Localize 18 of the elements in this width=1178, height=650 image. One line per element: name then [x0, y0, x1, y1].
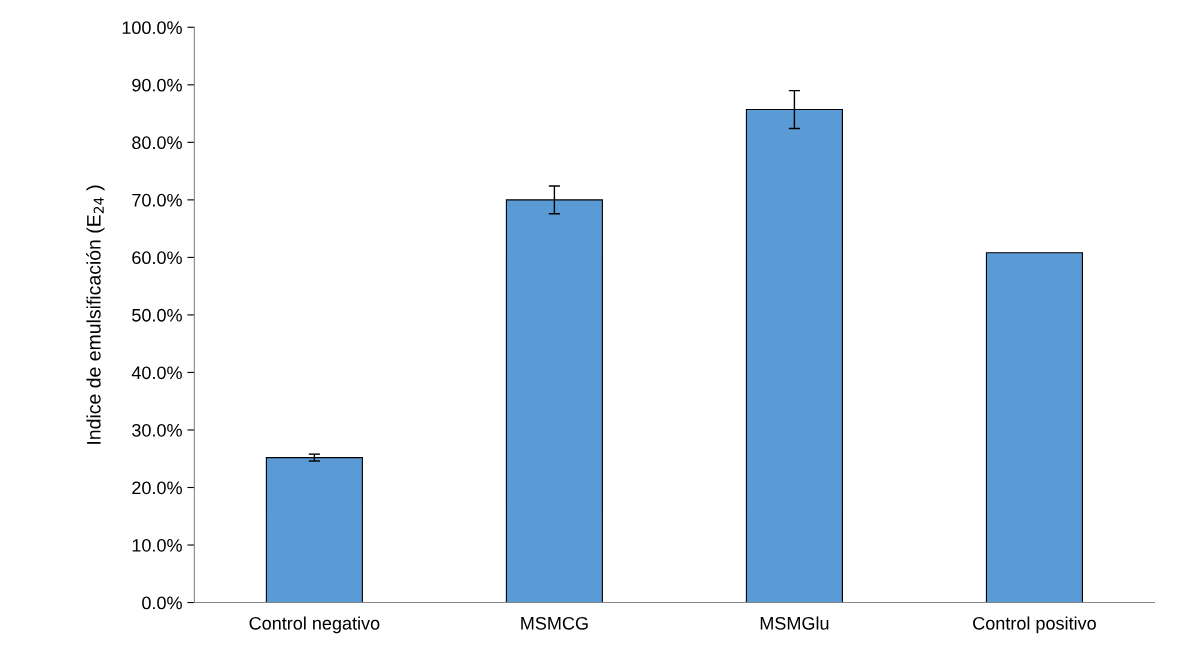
y-tick-label: 100.0% — [122, 21, 182, 35]
y-tick-label: 80.0% — [132, 136, 182, 150]
y-tick-label: 70.0% — [132, 193, 182, 207]
x-tick-label: Control positivo — [973, 616, 1096, 634]
x-tick-label: Control negativo — [249, 616, 380, 634]
y-tick-label: 60.0% — [132, 251, 182, 265]
x-tick-label: MSMGlu — [760, 616, 829, 630]
x-tick-label: MSMCG — [521, 616, 588, 630]
bar — [265, 457, 363, 603]
y-axis-title: Indice de emulsificación (E$_{24}$ ) — [86, 185, 105, 444]
y-tick-label: 10.0% — [132, 538, 182, 552]
y-tick-label: 30.0% — [132, 423, 182, 437]
y-tick-label: 0.0% — [142, 596, 182, 610]
y-tick-label: 50.0% — [132, 308, 182, 322]
bar — [985, 252, 1083, 603]
y-tick-label: 90.0% — [132, 78, 182, 92]
y-tick-label: 40.0% — [131, 366, 182, 380]
y-tick-label: 20.0% — [132, 481, 182, 495]
